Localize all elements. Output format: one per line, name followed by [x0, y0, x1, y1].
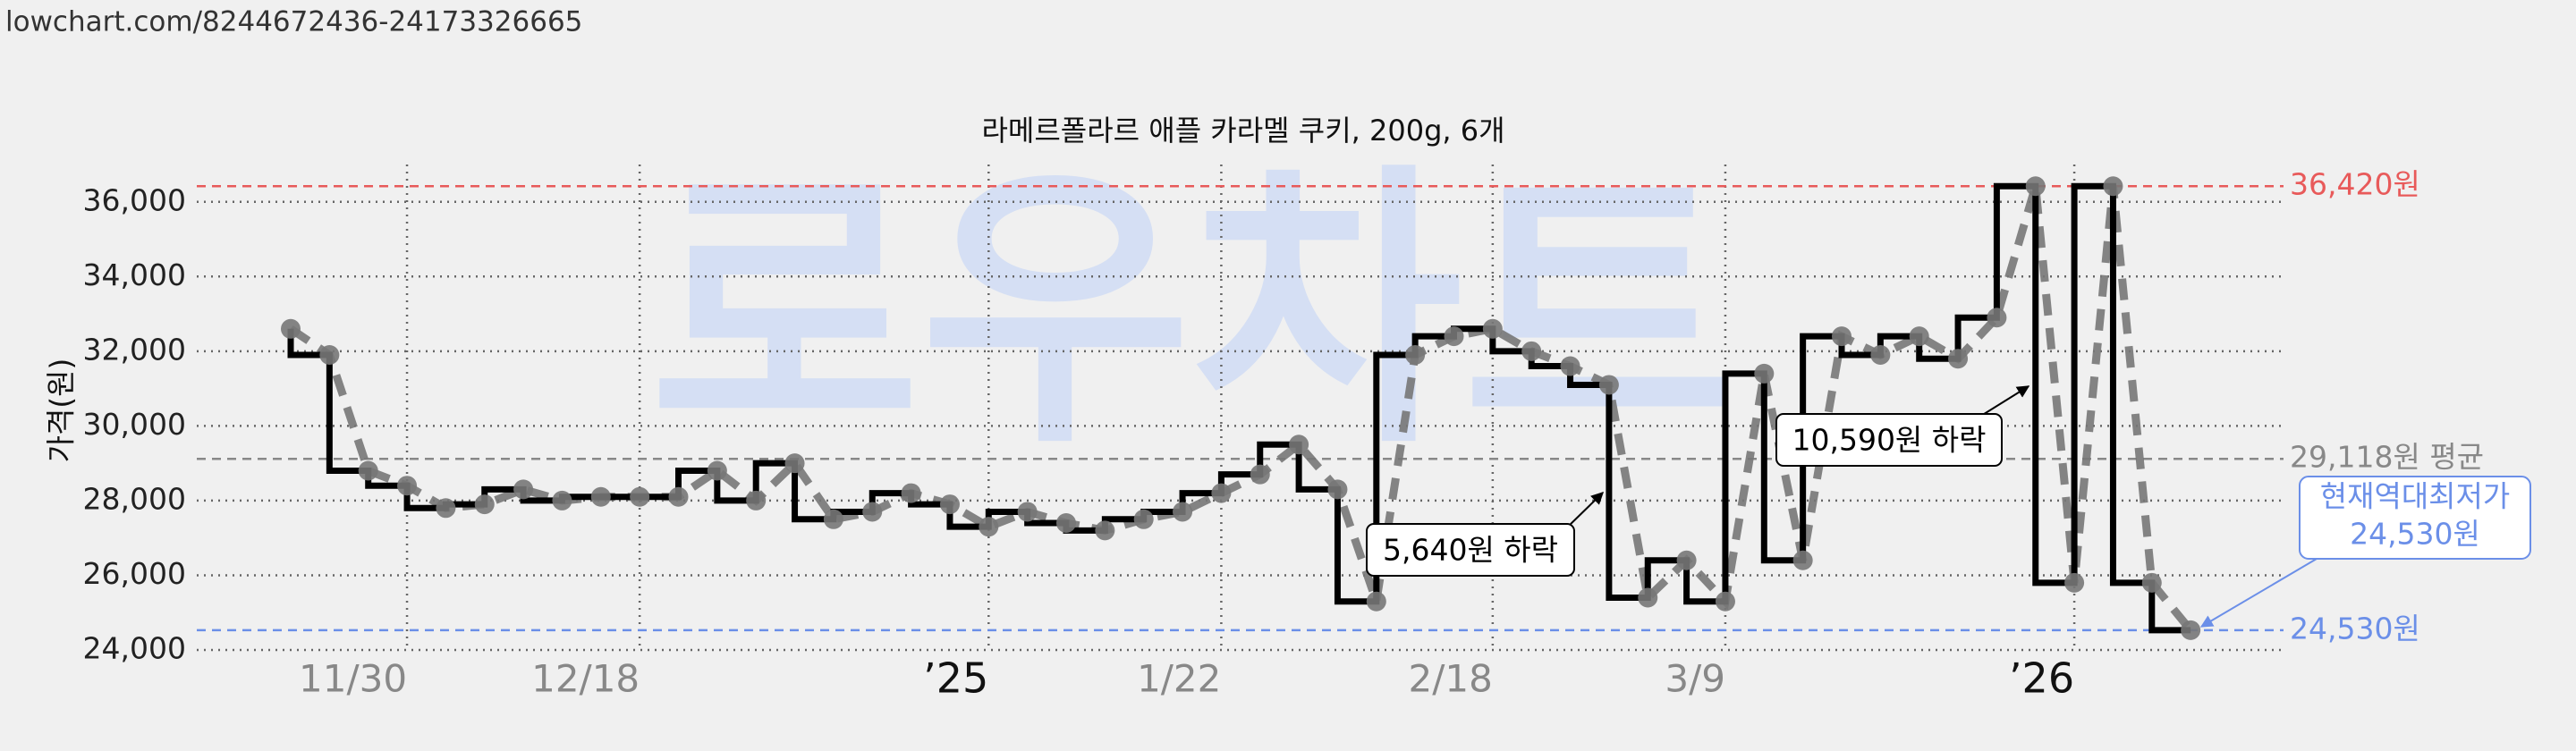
price-point	[2141, 572, 2162, 593]
price-point	[1250, 464, 1270, 485]
watermark: 로우차트	[649, 139, 1733, 483]
price-point	[1289, 435, 1309, 455]
price-point	[1987, 308, 2007, 328]
price-point	[746, 490, 767, 511]
reference-label: 36,420원	[2290, 167, 2420, 202]
y-tick-label: 36,000	[83, 182, 186, 217]
url: lowchart.com/8244672436-24173326665	[5, 6, 582, 38]
price-point	[1095, 520, 1115, 541]
price-point	[1482, 318, 1503, 339]
price-point	[2103, 176, 2123, 197]
price-point	[590, 486, 611, 507]
price-point	[1056, 512, 1076, 533]
y-tick-label: 32,000	[83, 332, 186, 367]
price-point	[1909, 326, 1929, 347]
price-point	[1017, 502, 1038, 522]
reference-label: 29,118원 평균	[2290, 440, 2484, 475]
y-tick-label: 28,000	[83, 481, 186, 516]
annotation-text: 5,640원 하락	[1383, 533, 1558, 568]
price-point	[1173, 502, 1193, 522]
price-point	[2025, 176, 2046, 197]
annotation-arrow	[1566, 492, 1605, 528]
price-point	[513, 479, 534, 500]
price-point	[1870, 345, 1891, 366]
price-point	[1444, 326, 1464, 347]
price-point	[1521, 341, 1542, 361]
annotation-box	[1775, 413, 2003, 467]
price-point	[1676, 550, 1697, 570]
low-box	[2299, 476, 2531, 560]
price-point	[358, 460, 378, 481]
x-tick-label: 3/9	[1665, 657, 1725, 701]
x-tick-label: 2/18	[1409, 657, 1493, 701]
price-point	[281, 318, 301, 339]
y-tick-label: 34,000	[83, 257, 186, 292]
chart-title: 라메르폴라르 애플 카라멜 쿠키, 200g, 6개	[981, 114, 1504, 148]
low-arrow	[2199, 558, 2318, 628]
price-point	[630, 486, 650, 507]
price-point	[319, 345, 340, 366]
price-point	[1366, 591, 1386, 612]
price-point	[823, 509, 843, 529]
y-axis-title: 가격(원)	[44, 359, 79, 463]
annotation-box	[1366, 523, 1575, 577]
x-tick-label: ’26	[2009, 654, 2074, 703]
price-point	[1560, 356, 1580, 376]
price-point	[901, 483, 921, 503]
annotation-text: 10,590원 하락	[1792, 423, 1986, 458]
price-point	[784, 453, 805, 474]
x-tick-label: 11/30	[299, 657, 407, 701]
price-point	[1598, 375, 1619, 395]
y-tick-label: 24,000	[83, 631, 186, 666]
price-point	[862, 502, 883, 522]
price-point	[939, 494, 960, 515]
price-point	[1948, 349, 1969, 369]
price-point	[474, 494, 495, 515]
price-point	[552, 490, 572, 511]
price-point	[1715, 591, 1735, 612]
y-tick-label: 26,000	[83, 556, 186, 591]
low-text: 24,530원	[2350, 517, 2480, 552]
price-point	[668, 486, 689, 507]
price-point	[1405, 345, 1426, 366]
price-point	[1754, 363, 1775, 384]
price-point	[1792, 550, 1813, 570]
price-point	[2064, 572, 2085, 593]
low-text: 현재역대최저가	[2320, 479, 2511, 514]
price-point	[979, 517, 999, 537]
price-point	[436, 498, 456, 519]
price-point	[1211, 483, 1232, 503]
reference-label: 24,530원	[2290, 611, 2420, 646]
price-point	[1638, 587, 1658, 608]
price-point	[2181, 620, 2201, 640]
price-point	[1327, 479, 1348, 500]
price-point	[707, 460, 727, 481]
price-point	[1832, 326, 1852, 347]
x-tick-label: 12/18	[531, 657, 640, 701]
x-tick-label: 1/22	[1137, 657, 1221, 701]
annotation-arrow	[1980, 385, 2030, 417]
price-point	[397, 476, 418, 496]
price-point	[1133, 509, 1154, 529]
x-tick-label: ’25	[923, 654, 988, 703]
y-tick-label: 30,000	[83, 407, 186, 442]
